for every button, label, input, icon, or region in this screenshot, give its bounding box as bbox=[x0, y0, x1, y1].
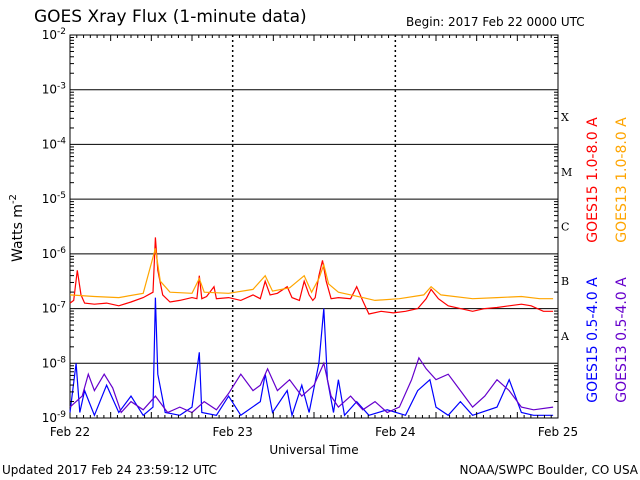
y-tick-label: 10-3 bbox=[42, 82, 66, 97]
series-line-0 bbox=[69, 237, 554, 315]
legend-entry-3: GOES13 0.5-4.0 A bbox=[614, 277, 630, 403]
begin-label: Begin: 2017 Feb 22 0000 UTC bbox=[406, 15, 585, 29]
y-tick-label: 10-4 bbox=[42, 136, 67, 151]
series-line-3 bbox=[69, 356, 554, 414]
flare-class-label: M bbox=[561, 166, 572, 179]
legend: GOES15 1.0-8.0 A GOES13 1.0-8.0 A GOES15 0… bbox=[585, 117, 630, 403]
legend-entry-1: GOES13 1.0-8.0 A bbox=[614, 117, 630, 243]
y-axis-label-base: Watts m bbox=[10, 204, 26, 262]
series-line-2 bbox=[69, 297, 554, 418]
updated-label: Updated 2017 Feb 24 23:59:12 UTC bbox=[2, 463, 217, 477]
y-tick-label: 10-9 bbox=[42, 410, 67, 425]
legend-entry-0: GOES15 1.0-8.0 A bbox=[585, 117, 601, 243]
y-tick-label: 10-7 bbox=[42, 301, 66, 316]
y-tick-label: 10-5 bbox=[42, 191, 66, 206]
series-line-1 bbox=[69, 248, 554, 302]
y-tick-label: 10-6 bbox=[42, 246, 67, 261]
y-axis-ticks: 10-2 10-3 10-4 10-5 10-6 10-7 10-8 10-9 bbox=[42, 27, 558, 425]
flare-class-label: A bbox=[560, 330, 570, 343]
x-tick-label: Feb 25 bbox=[538, 425, 578, 439]
flare-class-label: C bbox=[561, 221, 569, 234]
legend-entry-2: GOES15 0.5-4.0 A bbox=[585, 277, 601, 403]
x-axis-ticks: Feb 22 Feb 23 Feb 24 Feb 25 bbox=[50, 35, 578, 439]
flare-class-labels: X M C B A bbox=[560, 111, 572, 343]
y-tick-label: 10-8 bbox=[42, 355, 67, 370]
y-axis-label-sup: -2 bbox=[8, 194, 19, 204]
y-axis-label: Watts m-2 bbox=[8, 194, 26, 262]
grid-lines bbox=[70, 35, 558, 418]
x-axis-label: Universal Time bbox=[269, 443, 358, 457]
flare-class-label: B bbox=[561, 275, 569, 288]
x-tick-label: Feb 22 bbox=[50, 425, 90, 439]
credit-label: NOAA/SWPC Boulder, CO USA bbox=[460, 463, 639, 477]
series-layer bbox=[69, 237, 554, 418]
y-tick-label: 10-2 bbox=[42, 27, 66, 42]
flare-class-label: X bbox=[561, 111, 569, 124]
plot-area bbox=[69, 34, 559, 419]
x-tick-label: Feb 23 bbox=[212, 425, 252, 439]
x-tick-label: Feb 24 bbox=[375, 425, 415, 439]
chart-title: GOES Xray Flux (1-minute data) bbox=[34, 7, 307, 27]
